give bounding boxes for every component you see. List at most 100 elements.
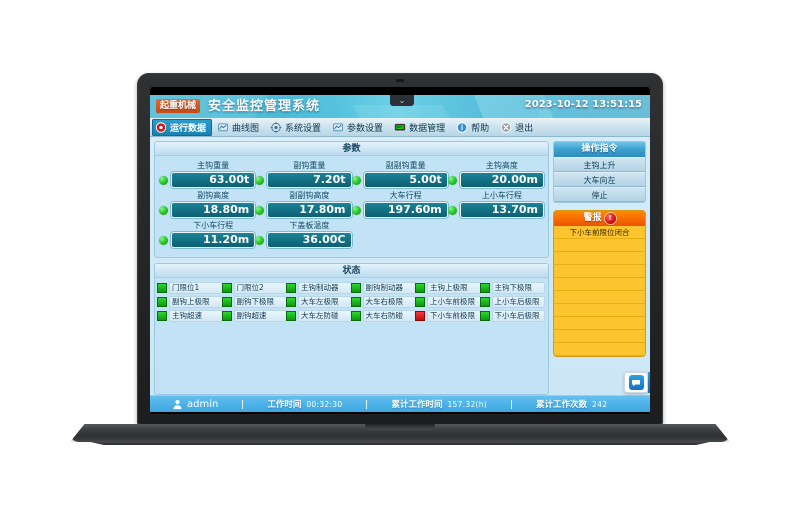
parameters-panel: 参数 主钩重量 63.00t [154, 141, 549, 258]
parameter-row: 下小车行程 11.20m 下盖板温度 36.00C [159, 221, 544, 248]
status-grid: 门限位1 门限位2 主钩制动器 [155, 278, 548, 328]
work-time-value: 00:32:30 [306, 399, 343, 409]
alarm-list-item[interactable]: 下小车前限位闭合 [554, 226, 645, 239]
main-menu-bar: 运行数据 曲线图 系统设置 [150, 118, 650, 137]
menu-item-system-settings[interactable]: 系统设置 [267, 119, 327, 136]
title-bar: 起重机械 安全监控管理系统 ⌄ 2023-10-12 13:51:15 [150, 95, 650, 118]
command-item-main-hook-up[interactable]: 主钩上升 [554, 157, 645, 172]
command-item-trolley-left[interactable]: 大车向左 [554, 172, 645, 187]
status-label: 大车左防碰 [298, 310, 352, 322]
alarm-list-item[interactable] [554, 252, 645, 265]
menu-item-exit[interactable]: 退出 [497, 119, 539, 136]
chevron-down-icon[interactable]: ⌄ [390, 95, 414, 106]
title-facet-4 [352, 105, 458, 118]
status-indicator-icon [287, 284, 295, 292]
menu-item-parameter-settings[interactable]: 参数设置 [329, 119, 389, 136]
status-indicator-icon [158, 284, 166, 292]
status-cell: 副钩下极限 [222, 296, 287, 308]
status-led-icon [255, 236, 265, 245]
parameter-cell: 副钩高度 18.80m [159, 191, 256, 218]
menu-label: 数据管理 [409, 123, 446, 134]
webcam [396, 79, 404, 82]
status-indicator-icon [480, 284, 489, 292]
alarm-list-item[interactable] [554, 291, 645, 304]
current-user: admin [172, 399, 218, 410]
menu-label: 曲线图 [232, 123, 260, 134]
status-indicator-icon [416, 298, 424, 306]
status-label: 大车右极限 [362, 296, 416, 308]
status-cell: 门限位1 [158, 282, 223, 294]
chart-icon [217, 122, 229, 132]
status-led-icon [159, 206, 168, 215]
status-label: 大车右防碰 [362, 310, 416, 322]
status-label: 主钩超速 [169, 310, 223, 322]
alarm-panel-title: 警报 ! [554, 211, 645, 226]
left-column: 参数 主钩重量 63.00t [154, 141, 549, 395]
parameter-value: 197.60m [363, 202, 448, 218]
alarm-list-item[interactable] [554, 278, 645, 291]
alarm-list-item[interactable] [554, 343, 645, 356]
menu-label: 退出 [515, 123, 534, 134]
alarm-list-item[interactable] [554, 317, 645, 330]
alarm-list-item[interactable] [554, 304, 645, 317]
status-cell: 主钩超速 [158, 310, 223, 322]
alarm-count-badge: ! [604, 213, 616, 224]
parameter-cell: 副钩重量 7.20t [255, 161, 352, 188]
laptop-base-foot [85, 441, 715, 445]
main-content: 参数 主钩重量 63.00t [150, 137, 650, 395]
status-label: 门限位2 [233, 282, 287, 294]
alarm-title-text: 警报 [583, 213, 602, 223]
status-cell: 副钩超速 [222, 310, 287, 322]
status-label: 主钩上极限 [427, 282, 481, 294]
menu-item-data-management[interactable]: 数据管理 [391, 119, 451, 136]
status-cell: 大车左防碰 [287, 310, 352, 322]
parameter-label: 副副钩重量 [385, 161, 426, 170]
status-cell-alarm: 下小车前极限 [416, 310, 481, 322]
status-label: 副钩超速 [233, 310, 287, 322]
status-label: 副钩上极限 [169, 296, 223, 308]
total-work-count-value: 242 [592, 399, 608, 409]
alarm-list[interactable]: 下小车前限位闭合 [554, 226, 645, 356]
status-indicator-icon [351, 284, 360, 292]
menu-item-run-data[interactable]: 运行数据 [152, 118, 213, 136]
parameters-grid: 主钩重量 63.00t 副钩重量 7.20t [155, 156, 548, 257]
alarm-list-item[interactable] [554, 330, 645, 343]
parameter-value: 63.00t [171, 172, 256, 188]
company-logo-badge: 起重机械 [156, 99, 201, 113]
parameter-label: 上小车行程 [481, 191, 522, 200]
menu-item-curve-chart[interactable]: 曲线图 [214, 119, 265, 136]
parameter-value: 18.80m [171, 202, 256, 218]
close-icon [500, 121, 512, 133]
status-cell: 上小车后极限 [480, 296, 545, 308]
status-row: 副钩上极限 副钩下极限 大车左极限 [158, 296, 545, 308]
floating-message-button[interactable] [624, 372, 648, 393]
status-label: 下小车前极限 [427, 310, 481, 322]
status-label: 上小车后极限 [491, 296, 545, 308]
alarm-list-item[interactable] [554, 239, 645, 252]
status-cell: 副钩上极限 [158, 296, 223, 308]
status-indicator-icon [222, 284, 231, 292]
command-item-stop[interactable]: 停止 [554, 187, 645, 202]
floating-panel-tab[interactable] [648, 372, 650, 393]
parameter-label: 副副钩高度 [289, 191, 330, 200]
status-label: 主钩下极限 [491, 282, 545, 294]
status-label: 副钩制动器 [362, 282, 416, 294]
parameter-cell: 副副钩重量 5.00t [351, 161, 448, 188]
database-icon [394, 123, 406, 131]
parameter-cell-empty [352, 221, 448, 248]
status-row: 门限位1 门限位2 主钩制动器 [158, 282, 545, 294]
status-led-icon [447, 206, 457, 215]
menu-item-help[interactable]: 帮助 [453, 119, 495, 136]
status-cell: 大车右防碰 [351, 310, 416, 322]
status-indicator-icon [351, 298, 360, 306]
status-indicator-icon [222, 312, 231, 320]
menu-label: 运行数据 [170, 123, 207, 134]
parameter-cell: 主钩重量 63.00t [159, 161, 256, 188]
status-led-icon [255, 206, 265, 215]
status-indicator-icon [351, 312, 360, 320]
alarm-list-item[interactable] [554, 265, 645, 278]
status-label: 副钩下极限 [233, 296, 287, 308]
parameter-label: 下盖板温度 [289, 221, 330, 230]
status-cell: 大车右极限 [351, 296, 416, 308]
